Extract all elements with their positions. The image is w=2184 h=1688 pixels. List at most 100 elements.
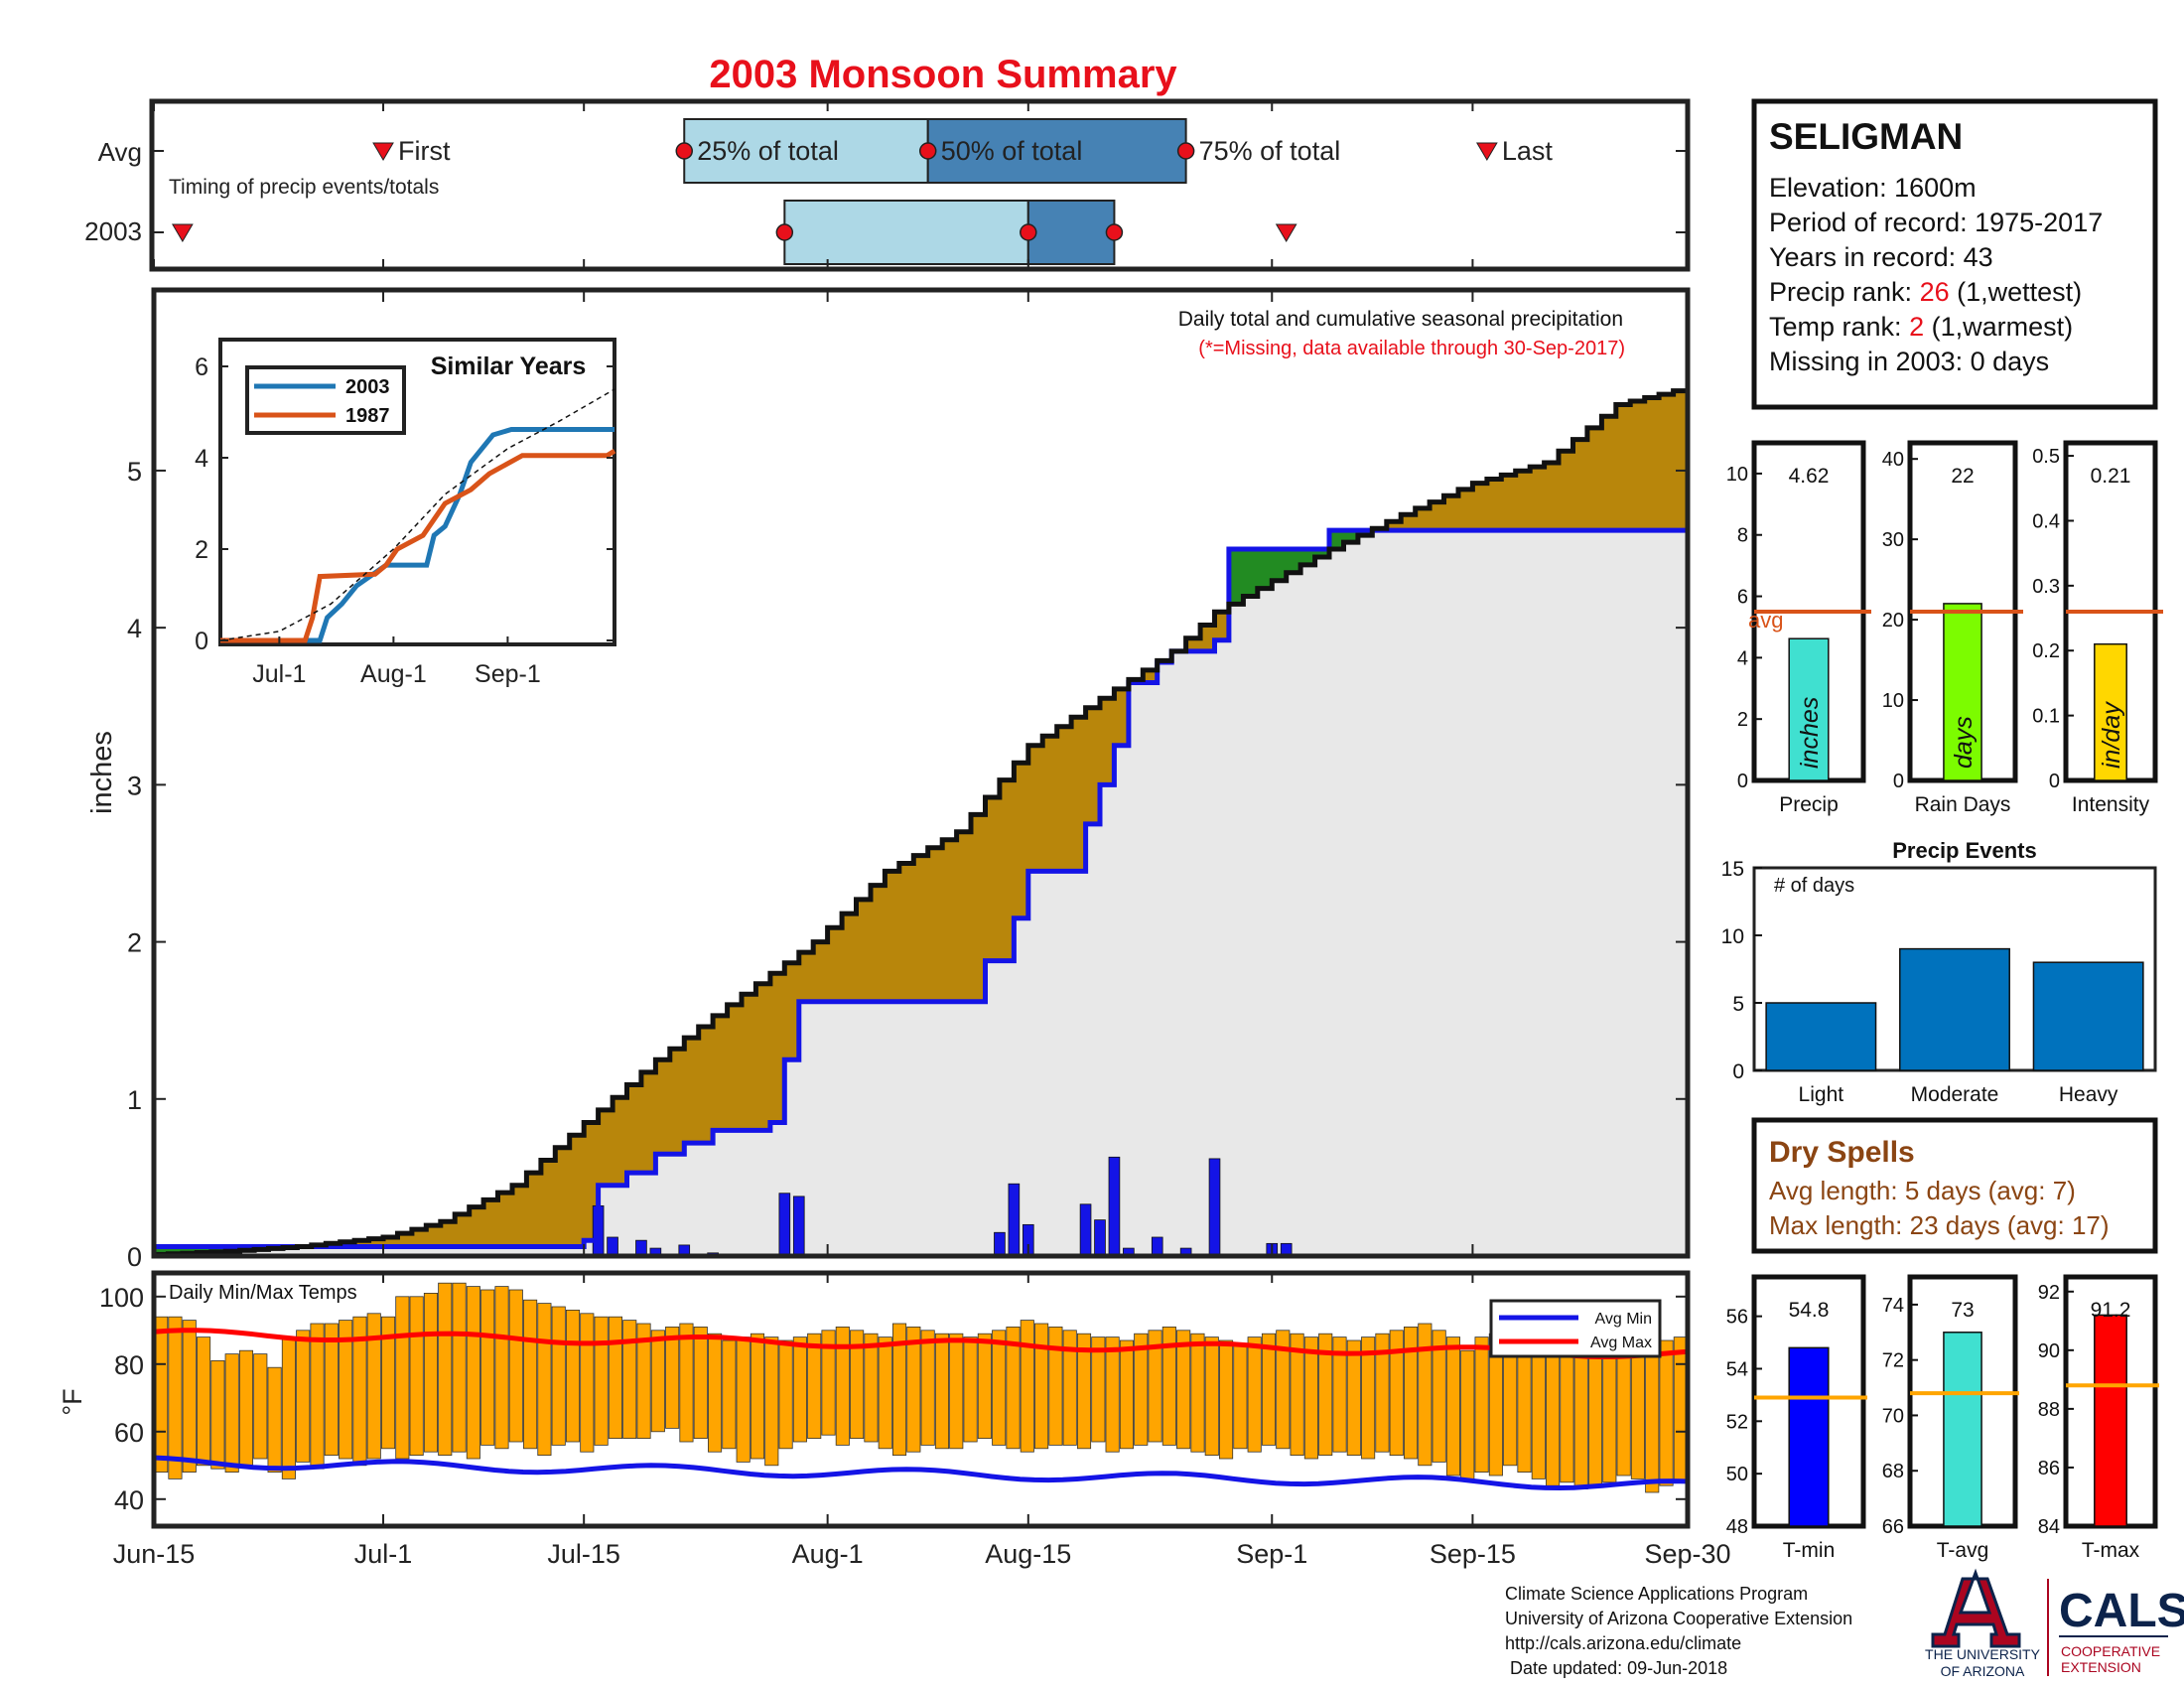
daily-precip-bar [778, 1193, 791, 1257]
daily-temp-bar [1247, 1336, 1262, 1453]
station-name: SELIGMAN [1769, 116, 1963, 157]
cumulative-2003-line [154, 387, 1691, 1257]
xtick-label: Jul-1 [354, 1539, 413, 1569]
precip-ytick-label: 4 [1737, 647, 1748, 669]
daily-temp-bar [992, 1330, 1007, 1446]
precip-ytick-label: 2 [1737, 709, 1748, 731]
daily-temp-bar [1346, 1339, 1361, 1456]
daily-temp-bar [565, 1310, 581, 1443]
event-category-label: Moderate [1911, 1083, 1999, 1106]
precip-value-label: 0.21 [2091, 465, 2131, 488]
daily-temp-bar [580, 1313, 595, 1453]
daily-precip-bar [607, 1236, 618, 1257]
daily-temp-bar [1630, 1349, 1645, 1479]
temps-ytick-label: 60 [114, 1418, 144, 1448]
daily-temp-bar [807, 1333, 822, 1439]
daily-temp-bar [1332, 1336, 1347, 1453]
daily-temp-bar [182, 1320, 197, 1473]
main-ytick-label: 4 [127, 614, 142, 643]
daily-temp-bar [324, 1323, 339, 1457]
inset-ytick-label: 2 [195, 536, 208, 564]
xtick-label: Sep-1 [1236, 1539, 1307, 1569]
avg-max-line [153, 1328, 1689, 1360]
events-ytick-label: 10 [1721, 925, 1744, 948]
daily-precip-bar [1108, 1156, 1121, 1257]
daily-temp-bar [452, 1282, 467, 1453]
daily-temp-bar [537, 1303, 552, 1456]
daily-temp-bar [850, 1330, 865, 1440]
daily-temp-bar [934, 1333, 950, 1450]
daily-temp-bar [1290, 1333, 1304, 1456]
daily-temp-bar [238, 1349, 254, 1467]
temps-frame [154, 1273, 1688, 1526]
daily-temp-bar [281, 1336, 296, 1479]
dry-spells-title: Dry Spells [1769, 1136, 1915, 1169]
precip-ytick-label: 0.1 [2032, 706, 2060, 728]
inset-ytick-label: 6 [195, 353, 208, 381]
precip-ytick-label: 30 [1882, 529, 1904, 551]
avg-min-line [153, 1455, 1689, 1491]
daily-temp-bar [864, 1333, 879, 1443]
station-years: Years in record: 43 [1769, 242, 1993, 272]
daily-temp-bar [1219, 1339, 1234, 1460]
daily-temp-bar [693, 1327, 708, 1440]
daily-temp-bar [963, 1336, 978, 1443]
precip-panel-label: Rain Days [1915, 793, 2011, 816]
precip-bar [2094, 642, 2127, 781]
daily-temp-bar [1148, 1330, 1162, 1443]
timing-box-50-75-year [1026, 200, 1116, 265]
legend-label-1987: 1987 [345, 405, 390, 427]
daily-temp-bar [1645, 1353, 1660, 1493]
main-ytick-label: 3 [127, 771, 142, 800]
precip-ytick-label: 8 [1737, 525, 1748, 547]
daily-temp-bar [1418, 1323, 1433, 1467]
daily-temp-bar [253, 1353, 268, 1460]
daily-temp-bar [949, 1333, 964, 1450]
xtick-label: Jul-15 [547, 1539, 620, 1569]
timing-row-avg-label: Avg [98, 137, 142, 167]
daily-precip-bar [792, 1196, 805, 1257]
daily-temp-bar [1233, 1343, 1248, 1450]
main-ytick-label: 5 [127, 457, 142, 487]
dry-spells-frame [1751, 1117, 2158, 1254]
ua-a-mark-icon [1931, 1568, 2021, 1648]
precip-ytick-label: 0.4 [2032, 510, 2060, 532]
timing-panel: First 25% of total 50% of total 75% of tota… [84, 98, 1691, 272]
daily-temp-bar [1119, 1339, 1134, 1450]
daily-temp-bar [792, 1336, 807, 1443]
inset-line-2003 [220, 427, 614, 643]
daily-temp-bar [310, 1323, 325, 1470]
temp-ytick-label: 86 [2038, 1458, 2060, 1479]
legend-label-2003: 2003 [345, 376, 390, 398]
daily-temp-bar [1560, 1339, 1574, 1483]
station-precip-rank: Precip rank: 26 (1,wettest) [1769, 277, 2082, 307]
daily-temp-bar [296, 1330, 311, 1463]
event-category-label: Light [1799, 1083, 1844, 1106]
inset-xtick-label: Sep-1 [475, 660, 541, 688]
temp-ytick-label: 52 [1726, 1411, 1748, 1433]
precip-unit-label: in/day [2098, 701, 2125, 769]
precip-ytick-label: 6 [1737, 587, 1748, 609]
daily-temp-bar [1616, 1339, 1631, 1477]
daily-temp-bar [608, 1316, 622, 1439]
daily-temp-bar [508, 1289, 523, 1443]
main-y-axis-label: inches [86, 731, 118, 814]
precip-ytick-label: 0 [2049, 771, 2060, 792]
event-category-label: Heavy [2059, 1083, 2118, 1106]
inset-title: Similar Years [431, 352, 587, 380]
daily-temp-bar [1361, 1336, 1376, 1460]
temp-value-label: 73 [1951, 1299, 1974, 1322]
daily-precip-bar [1079, 1203, 1092, 1257]
precip-value-label: 4.62 [1789, 465, 1830, 488]
events-ytick-label: 0 [1732, 1060, 1744, 1083]
timing-box-25-50-avg [683, 118, 929, 184]
timing-label-last: Last [1502, 136, 1554, 166]
daily-temp-bar [1091, 1336, 1106, 1443]
daily-temp-bar [1546, 1336, 1561, 1486]
station-info-box: SELIGMAN Elevation: 1600m Period of reco… [1751, 98, 2158, 410]
temps-ytick-label: 40 [114, 1485, 144, 1515]
precip-value-label: 22 [1951, 465, 1974, 488]
daily-temp-bar [1276, 1330, 1291, 1450]
inset-line-1987 [220, 448, 616, 643]
daily-temp-bar [523, 1299, 538, 1450]
